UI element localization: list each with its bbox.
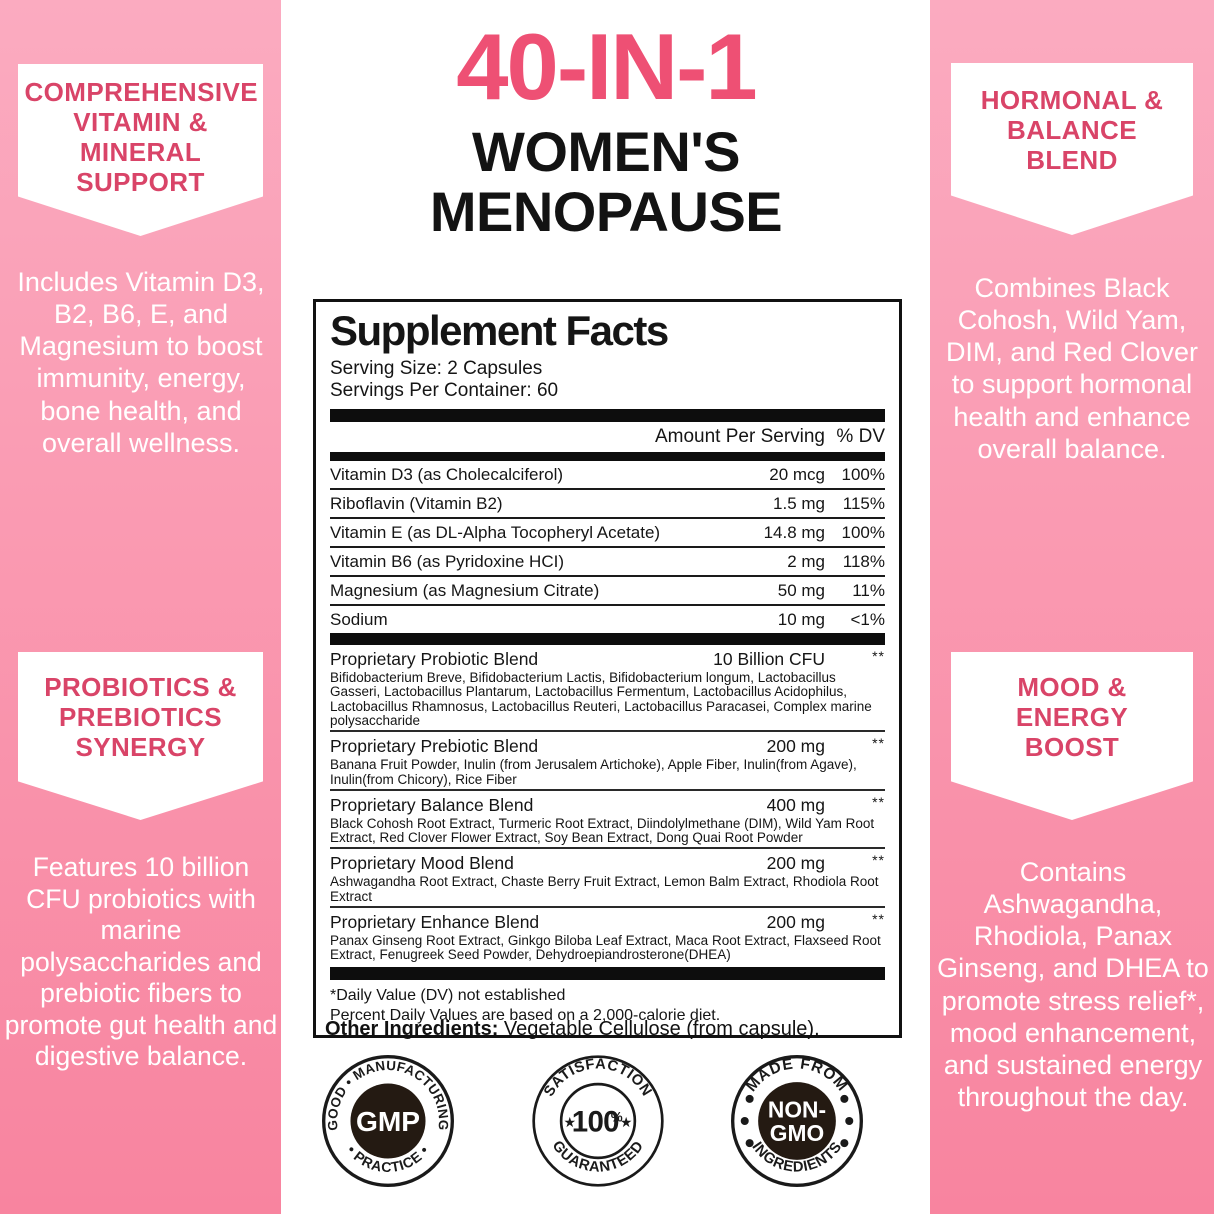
nutrient-amount: 20 mcg bbox=[769, 464, 825, 484]
divider-bar bbox=[330, 633, 885, 646]
divider-bar bbox=[330, 409, 885, 423]
callout-banner-mood-energy: MOOD & ENERGY BOOST bbox=[951, 652, 1193, 820]
divider-bar bbox=[330, 966, 885, 980]
blend-dv: ** bbox=[872, 911, 885, 928]
gmp-center-text: GMP bbox=[356, 1106, 420, 1137]
nutrient-name: Vitamin E (as DL-Alpha Tocopheryl Acetat… bbox=[330, 522, 661, 542]
nutrient-row: Riboflavin (Vitamin B2) 1.5 mg 115% bbox=[330, 488, 885, 517]
callout-body-vitamin-mineral: Includes Vitamin D3, B2, B6, E, and Magn… bbox=[17, 267, 265, 458]
callout-banner-probiotics-prebiotics: PROBIOTICS & PREBIOTICS SYNERGY bbox=[18, 652, 263, 820]
blend-row: Proprietary Prebiotic Blend 200 mg ** Ba… bbox=[330, 730, 885, 789]
blend-row: Proprietary Mood Blend 200 mg ** Ashwaga… bbox=[330, 847, 885, 906]
nutrient-amount: 1.5 mg bbox=[773, 493, 825, 513]
blend-ingredients: Ashwagandha Root Extract, Chaste Berry F… bbox=[330, 874, 879, 904]
nutrient-name: Vitamin B6 (as Pyridoxine HCI) bbox=[330, 551, 564, 571]
blend-amount: 400 mg bbox=[766, 794, 825, 815]
callout-body-hormonal-balance: Combines Black Cohosh, Wild Yam, DIM, an… bbox=[945, 273, 1199, 464]
blend-name: Proprietary Mood Blend bbox=[330, 853, 514, 874]
callout-banner-hormonal-balance: HORMONAL & BALANCE BLEND bbox=[951, 63, 1193, 235]
satisfaction-100-text: 100 bbox=[572, 1106, 619, 1139]
blend-ingredients: Panax Ginseng Root Extract, Ginkgo Bilob… bbox=[330, 933, 881, 963]
callout-banner-vitamin-mineral: COMPREHENSIVE VITAMIN & MINERAL SUPPORT bbox=[18, 64, 263, 236]
nutrient-name: Magnesium (as Magnesium Citrate) bbox=[330, 580, 600, 600]
nutrient-dv: 100% bbox=[841, 464, 885, 484]
blend-amount: 200 mg bbox=[766, 853, 825, 874]
non-gmo-ring-dots bbox=[740, 1094, 854, 1148]
nutrient-row: Magnesium (as Magnesium Citrate) 50 mg 1… bbox=[330, 575, 885, 604]
blend-ingredients: Banana Fruit Powder, Inulin (from Jerusa… bbox=[330, 757, 857, 787]
supplement-facts-panel: Supplement Facts Serving Size: 2 Capsule… bbox=[313, 299, 902, 1039]
facts-header-row: Amount Per Serving % DV bbox=[330, 422, 885, 452]
nutrient-amount: 10 mg bbox=[777, 609, 825, 629]
footnote-dv-not-established: *Daily Value (DV) not established bbox=[330, 986, 566, 1004]
headline-womens: WOMEN'S bbox=[471, 120, 741, 183]
product-headline: 40-IN-1 WOMEN'S MENOPAUSE bbox=[282, 20, 930, 243]
other-ingredients-line: Other Ingredients: Vegetable Cellulose (… bbox=[325, 1018, 820, 1041]
serving-size: Serving Size: 2 Capsules bbox=[330, 358, 543, 379]
callout-title-vitamin-mineral: COMPREHENSIVE VITAMIN & MINERAL SUPPORT bbox=[24, 77, 258, 198]
other-ingredients-value: Vegetable Cellulose (from capsule). bbox=[498, 1018, 820, 1040]
blend-name: Proprietary Prebiotic Blend bbox=[330, 736, 539, 757]
nutrient-row: Vitamin D3 (as Cholecalciferol) 20 mcg 1… bbox=[330, 461, 885, 488]
star-icon: ★ bbox=[564, 1114, 577, 1130]
blend-row: Proprietary Balance Blend 400 mg ** Blac… bbox=[330, 788, 885, 848]
non-gmo-badge-icon: MADE FROM INGREDIENTS NON- GMO bbox=[730, 1054, 864, 1188]
non-gmo-center-line1: NON- bbox=[768, 1097, 826, 1123]
non-gmo-center-line2: GMO bbox=[770, 1120, 824, 1146]
callout-title-mood-energy: MOOD & ENERGY BOOST bbox=[1015, 672, 1129, 763]
servings-per-container: Servings Per Container: 60 bbox=[330, 380, 559, 402]
blend-dv: ** bbox=[872, 648, 885, 665]
column-header-dv: % DV bbox=[836, 426, 885, 448]
callout-body-mood-energy: Contains Ashwagandha, Rhodiola, Panax Gi… bbox=[937, 857, 1209, 1112]
nutrient-dv: 100% bbox=[841, 522, 885, 542]
blend-row: Proprietary Probiotic Blend 10 Billion C… bbox=[330, 645, 885, 730]
nutrient-dv: 11% bbox=[852, 580, 885, 600]
nutrient-row: Vitamin E (as DL-Alpha Tocopheryl Acetat… bbox=[330, 517, 885, 546]
facts-footnote: *Daily Value (DV) not established Percen… bbox=[330, 980, 885, 1030]
blend-amount: 200 mg bbox=[766, 912, 825, 933]
nutrient-amount: 14.8 mg bbox=[763, 522, 825, 542]
satisfaction-guaranteed-badge-icon: SATISFACTION GUARANTEED ★ ★ 100 % bbox=[531, 1054, 665, 1188]
footnote-calorie-diet: Percent Daily Values are based on a 2,00… bbox=[330, 1007, 721, 1025]
nutrient-row: Sodium 10 mg <1% bbox=[330, 604, 885, 633]
nutrient-name: Riboflavin (Vitamin B2) bbox=[330, 493, 503, 513]
blend-dv: ** bbox=[872, 735, 885, 752]
column-header-amount: Amount Per Serving bbox=[654, 426, 825, 448]
nutrient-row: Vitamin B6 (as Pyridoxine HCI) 2 mg 118% bbox=[330, 546, 885, 575]
divider-bar bbox=[330, 452, 885, 462]
callout-title-probiotics-prebiotics: PROBIOTICS & PREBIOTICS SYNERGY bbox=[44, 672, 237, 763]
nutrient-name: Sodium bbox=[330, 609, 388, 629]
nutrient-amount: 2 mg bbox=[787, 551, 825, 571]
badge-row: GOOD • MANUFACTURING • PRACTICE • GMP SA… bbox=[0, 1054, 1214, 1190]
blend-ingredients: Black Cohosh Root Extract, Turmeric Root… bbox=[330, 815, 875, 846]
blend-row: Proprietary Enhance Blend 200 mg ** Pana… bbox=[330, 906, 885, 965]
other-ingredients-label: Other Ingredients: bbox=[325, 1018, 499, 1040]
nutrient-dv: 115% bbox=[842, 493, 885, 513]
nutrient-name: Vitamin D3 (as Cholecalciferol) bbox=[330, 464, 564, 484]
blend-dv: ** bbox=[872, 852, 885, 869]
blend-name: Proprietary Probiotic Blend bbox=[330, 649, 539, 670]
blend-amount: 200 mg bbox=[766, 736, 825, 757]
callout-title-hormonal-balance: HORMONAL & BALANCE BLEND bbox=[980, 85, 1164, 176]
nutrient-dv: <1% bbox=[850, 609, 886, 629]
supplement-facts-title: Supplement Facts bbox=[330, 307, 669, 354]
headline-40-in-1: 40-IN-1 bbox=[456, 14, 757, 119]
gmp-badge-icon: GOOD • MANUFACTURING • PRACTICE • GMP bbox=[321, 1054, 455, 1188]
blend-ingredients: Bifidobacterium Breve, Bifidobacterium L… bbox=[330, 670, 872, 728]
nutrient-amount: 50 mg bbox=[777, 580, 825, 600]
callout-body-probiotics-prebiotics: Features 10 billion CFU probiotics with … bbox=[4, 852, 278, 1072]
blend-name: Proprietary Enhance Blend bbox=[330, 912, 540, 933]
headline-menopause: MENOPAUSE bbox=[429, 180, 783, 244]
blend-name: Proprietary Balance Blend bbox=[330, 794, 534, 815]
blend-amount: 10 Billion CFU bbox=[713, 649, 825, 670]
satisfaction-percent-text: % bbox=[611, 1110, 623, 1125]
star-icon: ★ bbox=[620, 1114, 633, 1130]
blend-dv: ** bbox=[872, 793, 885, 810]
nutrient-dv: 118% bbox=[842, 551, 885, 571]
